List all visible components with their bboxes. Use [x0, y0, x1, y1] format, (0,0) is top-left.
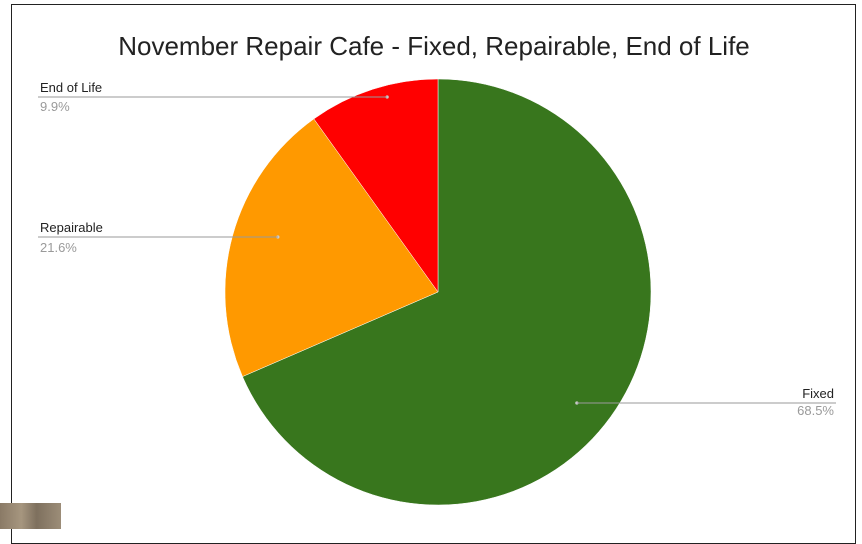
leader-lines: [38, 95, 836, 405]
slice-label-fixed: Fixed: [802, 386, 834, 401]
pie-chart: November Repair Cafe - Fixed, Repairable…: [38, 31, 836, 506]
pie-slice-repairable: [224, 118, 439, 377]
slice-label-repairable: Repairable: [40, 220, 103, 235]
chart-title: November Repair Cafe - Fixed, Repairable…: [118, 31, 750, 61]
pie-slice-fixed: [242, 78, 652, 506]
pie-slice-end-of-life: [313, 78, 439, 293]
slice-percent-end-of-life: 9.9%: [40, 99, 70, 114]
slice-percent-repairable: 21.6%: [40, 240, 77, 255]
slice-label-end-of-life: End of Life: [40, 80, 102, 95]
chart-canvas: November Repair Cafe - Fixed, Repairable…: [0, 4, 856, 544]
corner-image-fragment: [0, 503, 61, 529]
slice-labels: Fixed 68.5% Repairable 21.6% End of Life 9.9%: [40, 80, 834, 418]
pie-slices: [224, 78, 652, 506]
slice-percent-fixed: 68.5%: [797, 403, 834, 418]
